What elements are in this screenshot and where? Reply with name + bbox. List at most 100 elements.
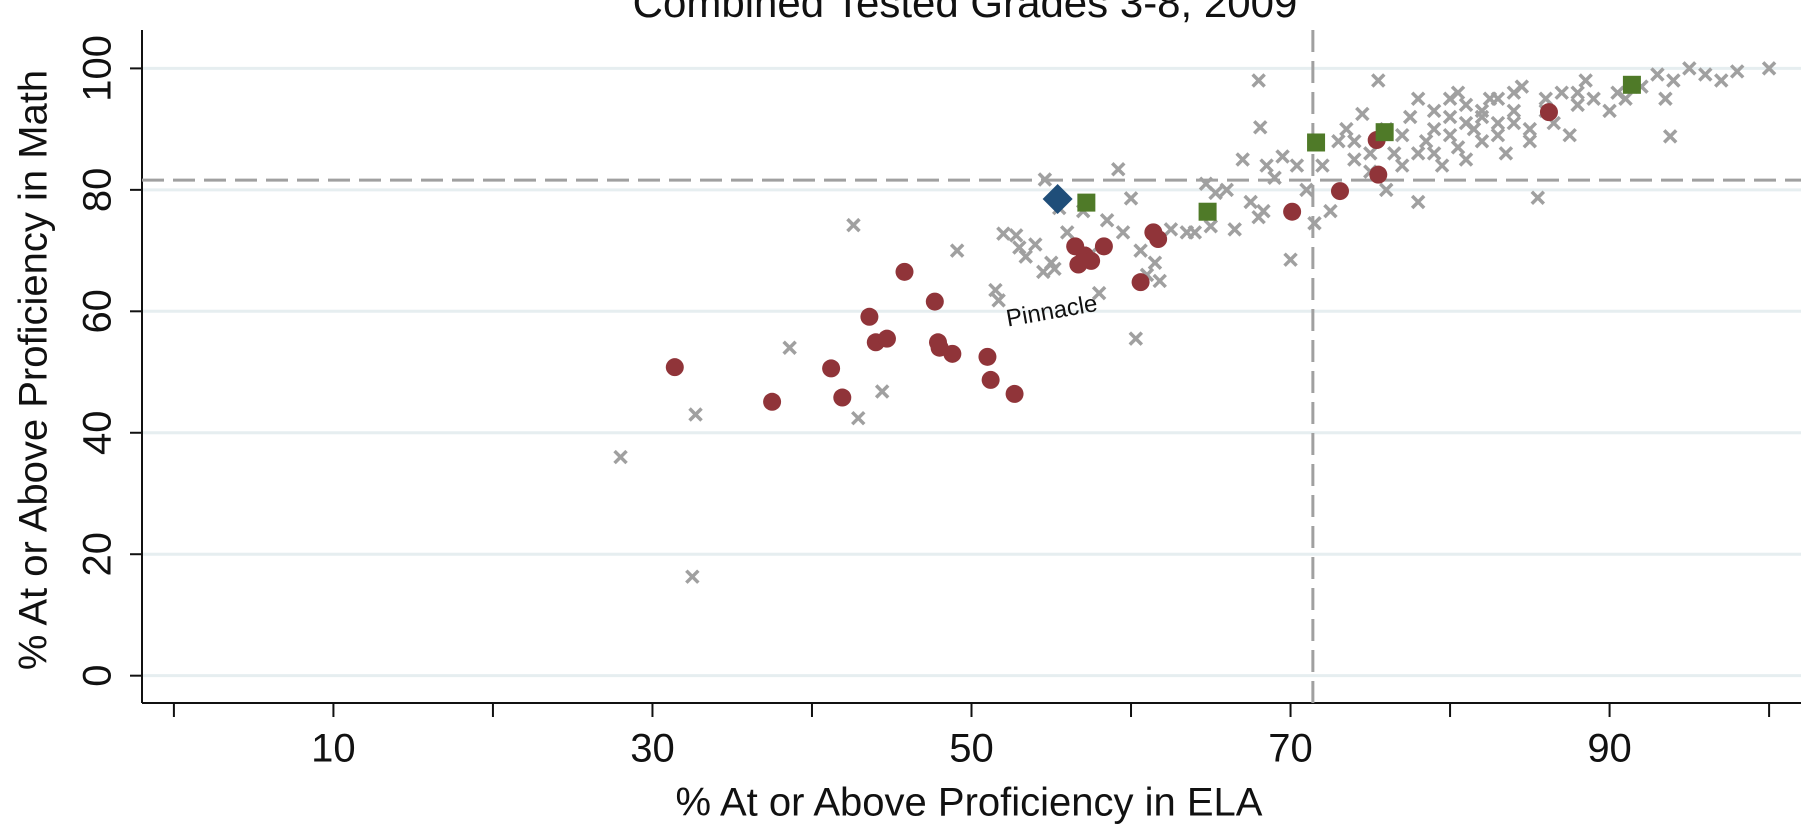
point-square	[1307, 133, 1326, 152]
point-x	[1506, 103, 1522, 119]
point-x	[846, 217, 861, 233]
point-x	[1578, 73, 1593, 88]
point-x	[685, 569, 700, 584]
point-x	[1618, 91, 1633, 107]
point-x	[1682, 61, 1697, 76]
point-x	[1490, 127, 1506, 143]
point-x	[1490, 91, 1506, 107]
point-x	[1426, 121, 1442, 137]
point-x	[1666, 73, 1681, 88]
point-x	[1658, 91, 1673, 107]
point-x	[1394, 127, 1410, 143]
point-diamond	[1042, 183, 1073, 214]
point-x	[1570, 97, 1585, 113]
point-x	[1219, 182, 1234, 198]
point-circle	[1369, 165, 1388, 184]
point-x	[1386, 146, 1402, 161]
point-x	[1028, 237, 1043, 252]
point-x	[1402, 109, 1418, 125]
point-x	[1650, 67, 1665, 82]
x-tick-label: 70	[1268, 727, 1313, 771]
y-tick-label: 60	[76, 289, 120, 334]
point-x	[1152, 273, 1167, 289]
point-x	[991, 293, 1006, 308]
point-x	[1729, 64, 1745, 79]
point-circle	[981, 370, 1000, 389]
point-x	[1530, 190, 1546, 205]
point-x	[1434, 158, 1450, 173]
point-x	[1163, 222, 1179, 237]
point-x	[1111, 161, 1126, 177]
point-x	[1506, 85, 1522, 100]
point-x	[1602, 103, 1617, 119]
point-x	[1410, 91, 1426, 107]
point-x	[851, 410, 866, 426]
point-x	[1426, 146, 1442, 161]
point-circle	[860, 307, 879, 326]
point-x	[1458, 152, 1474, 167]
point-x	[1562, 127, 1577, 143]
point-x	[1586, 91, 1601, 107]
point-x	[1355, 106, 1370, 122]
point-circle	[1082, 251, 1101, 270]
point-x	[1394, 158, 1410, 173]
point-square	[1077, 193, 1096, 212]
point-x	[949, 243, 965, 258]
point-x	[1203, 219, 1219, 234]
point-x	[1450, 140, 1466, 155]
point-x	[1259, 158, 1274, 173]
point-x	[1570, 85, 1585, 100]
point-circle	[943, 344, 962, 363]
point-x	[782, 340, 797, 355]
point-circle	[1330, 182, 1349, 201]
point-x	[1363, 146, 1378, 161]
point-x	[1307, 216, 1322, 231]
point-x	[1442, 91, 1458, 107]
point-x	[1347, 152, 1362, 167]
point-x	[1115, 225, 1131, 240]
point-x	[1761, 61, 1777, 76]
point-square	[1622, 75, 1641, 94]
point-x	[1554, 85, 1569, 100]
point-x	[1243, 194, 1258, 210]
point-x	[1091, 285, 1107, 301]
point-circle	[1131, 273, 1150, 292]
point-x	[1012, 240, 1027, 255]
x-tick-label: 10	[311, 727, 356, 771]
y-tick-label: 40	[76, 411, 120, 456]
point-circle	[1539, 103, 1558, 122]
point-x	[1099, 212, 1115, 228]
point-x	[1256, 203, 1271, 219]
point-x	[688, 407, 703, 422]
point-circle	[1094, 237, 1113, 256]
point-x	[1522, 121, 1538, 137]
point-x	[1128, 331, 1144, 346]
point-circle	[665, 358, 684, 377]
point-circle	[822, 359, 841, 378]
y-axis-title: % At or Above Proficiency in Math	[12, 70, 56, 670]
point-circle	[877, 329, 896, 348]
point-x	[1275, 149, 1290, 164]
point-x	[1418, 134, 1434, 149]
point-x	[1458, 115, 1474, 131]
point-x	[1538, 91, 1554, 107]
x-axis-title: % At or Above Proficiency in ELA	[676, 781, 1263, 825]
annotation: Pinnacle	[1004, 290, 1099, 333]
point-x	[1251, 73, 1266, 88]
point-x	[1047, 261, 1062, 277]
chart-title: Combined Tested Grades 3-8, 2009	[633, 0, 1298, 26]
point-x	[1426, 103, 1442, 119]
point-circle	[1283, 202, 1302, 221]
point-x	[1442, 109, 1458, 125]
point-x	[613, 449, 628, 465]
point-x	[1331, 134, 1346, 149]
point-x	[1235, 152, 1250, 167]
point-x	[1442, 127, 1458, 143]
point-x	[1018, 249, 1033, 264]
point-x	[996, 226, 1011, 241]
point-x	[1315, 158, 1330, 173]
point-x	[1133, 243, 1148, 258]
point-x	[1458, 97, 1474, 113]
point-x	[1506, 115, 1522, 131]
